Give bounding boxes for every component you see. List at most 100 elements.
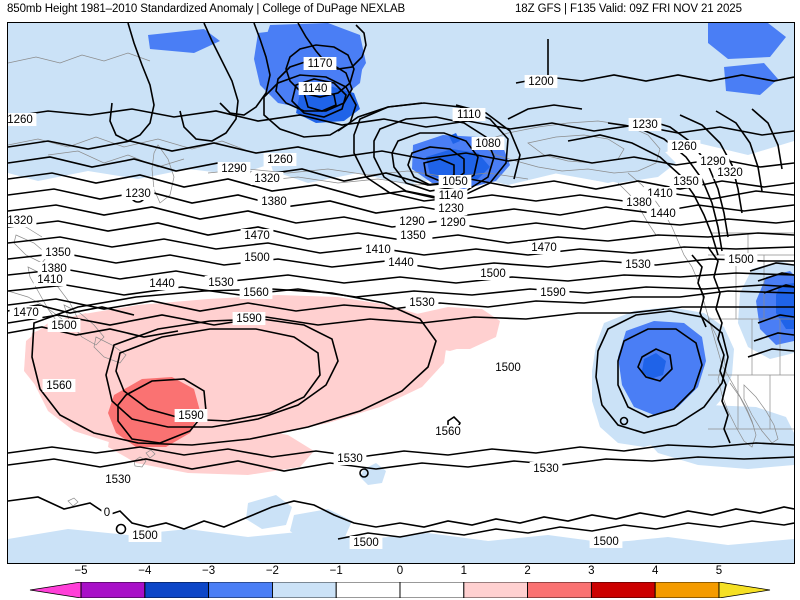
contour-label: 1530 [409,297,435,309]
contour-label: 1590 [236,313,262,325]
contour-label-halo [476,267,510,280]
contour-label: 1320 [8,215,33,227]
contour-label: 1200 [528,76,554,88]
contour-label: 1560 [46,380,72,392]
map-canvas[interactable]: 1170114012001110108010501140123012901350… [8,23,794,563]
contour-label-halo [628,118,662,131]
contour-label-halo [431,425,465,438]
contour-label-halo [396,229,430,242]
contour-label-halo [42,379,76,392]
colorbar-tick-7: 2 [524,565,531,577]
contour-label: 1590 [178,410,204,422]
colorbar-tick-1: −4 [138,565,152,577]
contour-label-halo [491,361,525,374]
contour-label-halo [713,166,747,179]
colorbar-swatch [335,582,401,598]
contour-label: 1500 [51,320,77,332]
model-run-label: 18Z GFS | F135 Valid: 09Z FRI NOV 21 202… [515,3,742,15]
colorbar-gradient [29,582,771,598]
contour-label: 1500 [480,268,506,280]
contour-label: 1290 [399,216,425,228]
contour-label-halo [696,155,730,168]
contour-label: 1260 [671,141,697,153]
contour-label: 1290 [700,156,726,168]
map-panel[interactable]: 1170114012001110108010501140123012901350… [7,22,795,564]
contour-label-halo [8,214,37,227]
colorbar-tick-2: −3 [202,565,216,577]
contour-label: 1590 [540,287,566,299]
contour-label-halo [471,137,505,150]
contour-label-halo [384,256,418,269]
contour-label: 1350 [400,230,426,242]
contour-label: 1530 [533,463,559,475]
contour-label-halo [41,246,75,259]
colorbar-swatch [654,582,720,598]
contour-label: 1260 [267,154,293,166]
contour-label-halo [128,529,162,542]
contour-label-halo [298,82,332,95]
colorbar-swatch [144,582,210,598]
contour-label-halo [217,162,251,175]
colorbar-swatch [208,582,273,598]
contour-label: 1470 [244,230,270,242]
colorbar-swatch [80,582,146,598]
contour-label-halo [257,195,291,208]
colorbar-tick-4: −1 [329,565,343,577]
contour-label: 1500 [353,537,379,549]
contour-label-halo [395,215,429,228]
contour-label: 1230 [125,188,151,200]
contour-label: 1500 [593,536,619,548]
contour-label-halo [724,253,758,266]
contour-label: 1350 [673,176,699,188]
contour-label-halo [438,175,472,188]
contour-label: 1140 [439,190,464,202]
contour-label-halo [239,286,273,299]
contour-label-halo [263,153,297,166]
contour-label: 1320 [717,167,743,179]
colorbar-tick-labels: −5 −4 −3 −2 −1 0 1 2 3 4 5 [0,565,800,581]
contour-label-halo [667,140,701,153]
contour-label: 1440 [388,257,414,269]
contour-label: 1500 [728,254,754,266]
colorbar-swatch [272,582,337,598]
contour-label: 1380 [626,197,652,209]
contour-label-halo [646,207,680,220]
colorbar-tick-0: −5 [74,565,88,577]
contour-label-halo [8,113,37,126]
contour-label: 1050 [442,176,468,188]
colorbar-swatch [527,582,592,598]
contour-label-halo [240,229,274,242]
contour-label: 1170 [308,58,333,70]
contour-label: 1530 [105,474,131,486]
contour-label: 1380 [261,196,287,208]
contour-label-halo [621,258,655,271]
contour-label: 1530 [208,277,234,289]
contour-label: 1530 [337,453,363,465]
contour-label: 1560 [435,426,461,438]
colorbar-tick-8: 3 [588,565,595,577]
contour-label: 1320 [254,173,280,185]
contour-label: 1260 [8,114,33,126]
colorbar-swatch [590,582,656,598]
colorbar-swatch [399,582,465,598]
contour-label-halo [405,296,439,309]
colorbar-tick-6: 1 [460,565,467,577]
contour-label-halo [349,536,383,549]
contour-label-layer: 1170114012001110108010501140123012901350… [8,57,758,549]
contour-label-halo [527,241,561,254]
colorbar-tick-5: 0 [396,565,404,577]
contour-label-halo [333,452,367,465]
colorbar: −5 −4 −3 −2 −1 0 1 2 3 4 5 [0,565,800,600]
contour-label-halo [361,243,395,256]
contour-label-halo [101,506,113,519]
contour-label: 1500 [495,362,521,374]
contour-label: 1080 [475,138,501,150]
contour-label: 1140 [303,83,328,95]
contour-label: 1500 [132,530,158,542]
header-bar: 850mb Height 1981–2010 Standardized Anom… [0,0,800,22]
contour-label: 1350 [45,247,71,259]
coastline-layer [8,52,794,507]
contour-label-halo [303,57,337,70]
contour-label: 1410 [37,274,63,286]
contour-label: 1530 [625,259,651,271]
